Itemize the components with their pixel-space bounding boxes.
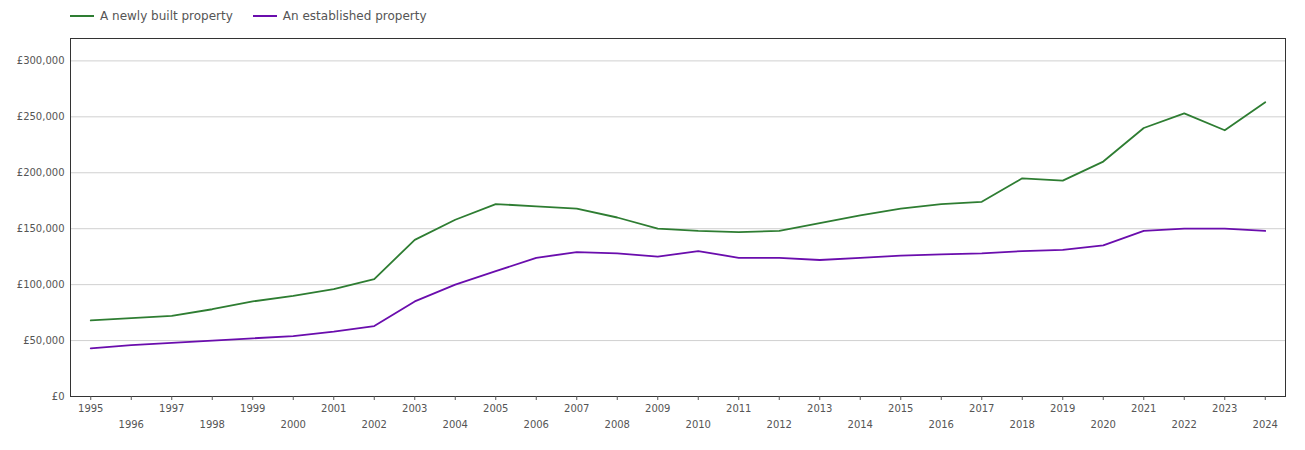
svg-text:2023: 2023 — [1212, 403, 1237, 414]
svg-text:2017: 2017 — [969, 403, 994, 414]
svg-text:£200,000: £200,000 — [17, 167, 65, 178]
svg-text:£100,000: £100,000 — [17, 279, 65, 290]
svg-text:2011: 2011 — [726, 403, 751, 414]
html-text:An established property: An established property — [282, 9, 427, 23]
svg-text:2004: 2004 — [443, 419, 468, 430]
svg-text:2014: 2014 — [848, 419, 873, 430]
svg-text:2008: 2008 — [605, 419, 630, 430]
svg-text:1996: 1996 — [119, 419, 144, 430]
svg-text:2013: 2013 — [807, 403, 832, 414]
svg-text:2019: 2019 — [1050, 403, 1075, 414]
svg-text:2005: 2005 — [483, 403, 508, 414]
svg-text:1997: 1997 — [159, 403, 184, 414]
svg-text:2016: 2016 — [929, 419, 954, 430]
svg-text:2010: 2010 — [686, 419, 711, 430]
svg-text:2003: 2003 — [402, 403, 427, 414]
svg-text:2024: 2024 — [1253, 419, 1278, 430]
svg-text:2012: 2012 — [767, 419, 792, 430]
svg-text:2018: 2018 — [1010, 419, 1035, 430]
svg-text:2020: 2020 — [1091, 419, 1116, 430]
svg-text:£150,000: £150,000 — [17, 223, 65, 234]
svg-text:2022: 2022 — [1172, 419, 1197, 430]
svg-text:1999: 1999 — [240, 403, 265, 414]
svg-text:2002: 2002 — [362, 419, 387, 430]
svg-text:£300,000: £300,000 — [17, 55, 65, 66]
svg-text:1998: 1998 — [200, 419, 225, 430]
svg-text:2006: 2006 — [524, 419, 549, 430]
svg-text:2015: 2015 — [888, 403, 913, 414]
svg-text:2000: 2000 — [281, 419, 306, 430]
svg-text:2001: 2001 — [321, 403, 346, 414]
svg-text:2007: 2007 — [564, 403, 589, 414]
svg-text:1995: 1995 — [78, 403, 103, 414]
svg-text:£50,000: £50,000 — [23, 335, 64, 346]
svg-text:£0: £0 — [52, 391, 65, 402]
svg-text:£250,000: £250,000 — [17, 111, 65, 122]
svg-text:2009: 2009 — [645, 403, 670, 414]
html-text:A newly built property: A newly built property — [100, 9, 233, 23]
svg-text:2021: 2021 — [1131, 403, 1156, 414]
